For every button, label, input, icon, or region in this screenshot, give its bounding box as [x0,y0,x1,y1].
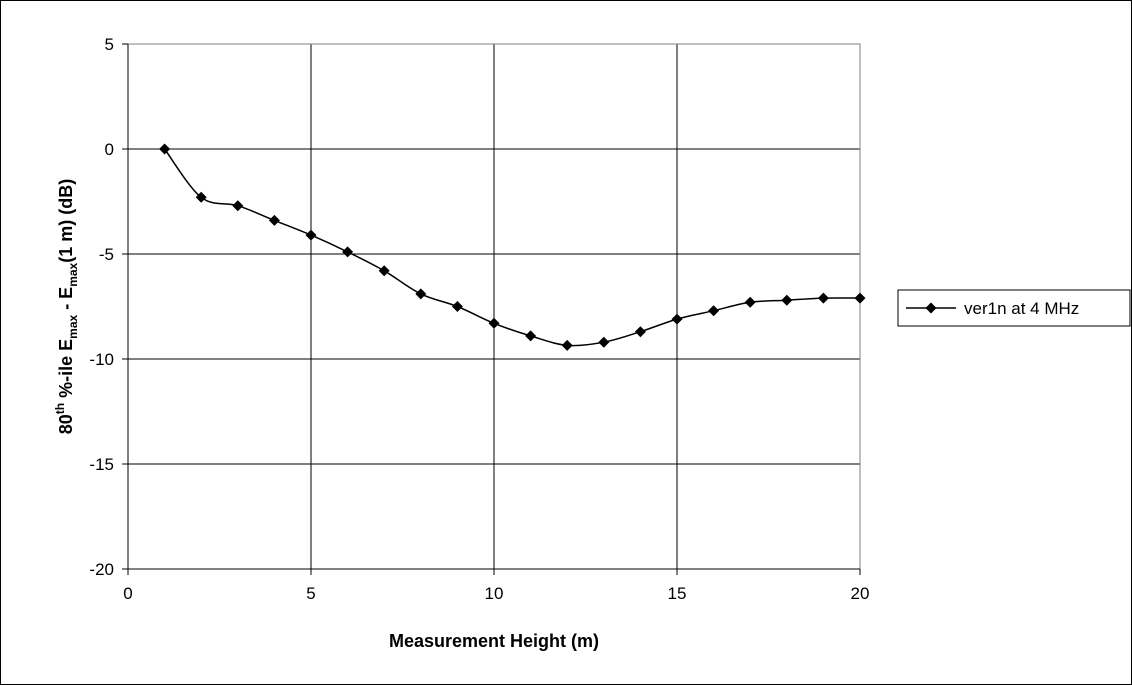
axes: 5 0 -5 -10 -15 -20 0 5 10 15 20 [89,35,869,603]
series-layer [159,143,866,351]
data-point-marker [232,200,244,212]
x-axis-title: Measurement Height (m) [389,631,599,651]
y-axis-title: 80th %-ile Emax - Emax(1 m) (dB) [53,179,80,434]
data-point-marker [195,191,207,203]
data-point-marker [781,294,793,306]
data-point-marker [817,292,829,304]
x-tick-label: 5 [306,584,315,603]
data-point-marker [268,214,280,226]
data-point-marker [854,292,866,304]
data-point-marker [744,296,756,308]
data-point-marker [561,339,573,351]
y-tick-label: -5 [99,245,114,264]
data-point-marker [634,326,646,338]
y-tick-label: -15 [89,455,114,474]
data-point-marker [415,288,427,300]
x-tick-label: 15 [668,584,687,603]
legend-diamond-marker [925,302,937,314]
legend-label: ver1n at 4 MHz [964,299,1079,318]
x-tick-label: 20 [851,584,870,603]
legend: ver1n at 4 MHz [897,289,1131,327]
y-tick-label: 5 [105,35,114,54]
data-point-marker [598,336,610,348]
data-point-marker [378,265,390,277]
data-point-marker [305,229,317,241]
y-tick-label: -20 [89,560,114,579]
data-point-marker [525,330,537,342]
y-tick-label: -10 [89,350,114,369]
data-point-marker [671,313,683,325]
data-point-marker [451,301,463,312]
x-tick-label: 0 [123,584,132,603]
data-point-marker [488,317,500,329]
y-tick-label: 0 [105,140,114,159]
data-point-marker [159,143,171,155]
x-tick-label: 10 [485,584,504,603]
data-point-marker [708,305,720,317]
data-point-marker [342,246,354,258]
